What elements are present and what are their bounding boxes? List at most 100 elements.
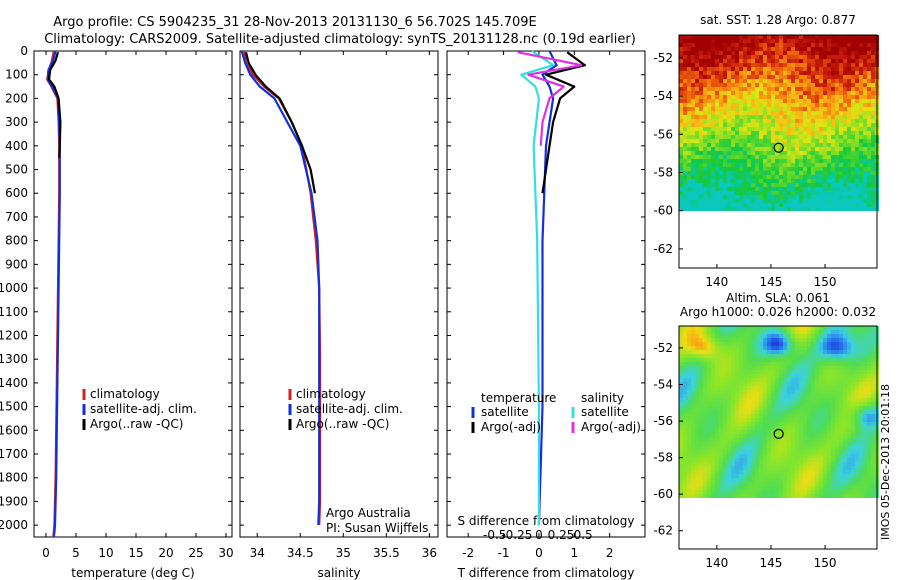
lat-tick-label: -54 bbox=[653, 89, 673, 103]
y-tick-label: 500 bbox=[5, 163, 28, 177]
y-tick-label: 1800 bbox=[0, 471, 28, 485]
legend-header: temperature bbox=[481, 391, 556, 405]
y-tick-label: 400 bbox=[5, 139, 28, 153]
y-tick-label: 1100 bbox=[0, 305, 28, 319]
lat-tick-label: -56 bbox=[653, 127, 673, 141]
x-tick-label: 2 bbox=[606, 546, 614, 560]
map-panel-2: -52 -54 -56 -58 -60 -62 140 145 150 Altim. SLA: 0… bbox=[653, 291, 879, 570]
y-tick-label: 1600 bbox=[0, 423, 28, 437]
x-axis-label: salinity bbox=[317, 566, 360, 580]
map-title: Altim. SLA: 0.061 bbox=[726, 291, 830, 305]
lon-tick-label: 145 bbox=[760, 556, 783, 570]
figure-title-line1: Argo profile: CS 5904235_31 28-Nov-2013 … bbox=[53, 15, 537, 30]
y-tick-label: 1200 bbox=[0, 328, 28, 342]
map-panel-1: -52 -54 -56 -58 -60 -62 140 145 150 sat. SST: 1.2… bbox=[653, 13, 879, 289]
x-tick-label: -2 bbox=[462, 546, 474, 560]
lon-tick-label: 140 bbox=[705, 275, 728, 289]
x-tick-label: 30 bbox=[218, 546, 233, 560]
x-tick-label: 36 bbox=[422, 546, 437, 560]
x-tick-label: 1 bbox=[570, 546, 578, 560]
lat-tick-label: -52 bbox=[653, 341, 673, 355]
lat-tick-label: -56 bbox=[653, 414, 673, 428]
legend-entry: satellite-adj. clim. bbox=[296, 402, 403, 416]
lat-tick-label: -54 bbox=[653, 377, 673, 391]
x-tick-label: 10 bbox=[98, 546, 113, 560]
legend-entry: satellite-adj. clim. bbox=[90, 402, 197, 416]
x-tick-label: 0 bbox=[42, 546, 50, 560]
lat-tick-label: -60 bbox=[653, 487, 673, 501]
lon-tick-label: 150 bbox=[814, 556, 837, 570]
series-line-3 bbox=[520, 50, 555, 526]
plot-frame bbox=[33, 50, 233, 538]
credit-annotation: PI: Susan Wijffels bbox=[326, 521, 428, 535]
plot-frame bbox=[446, 50, 646, 538]
legend-entry: Argo(..raw -QC) bbox=[90, 417, 183, 431]
y-tick-label: 1700 bbox=[0, 447, 28, 461]
x-tick-label: 5 bbox=[72, 546, 80, 560]
series-line-3 bbox=[244, 51, 316, 194]
salinity-diff-tick-label: -0.25 bbox=[501, 528, 532, 542]
credit-annotation: Argo Australia bbox=[326, 506, 411, 520]
y-tick-label: 800 bbox=[5, 234, 28, 248]
legend-entry: Argo(..raw -QC) bbox=[296, 417, 389, 431]
y-tick-label: 300 bbox=[5, 115, 28, 129]
lon-tick-label: 145 bbox=[760, 275, 783, 289]
lon-tick-label: 150 bbox=[814, 275, 837, 289]
figure-title-line2: Climatology: CARS2009. Satellite-adjuste… bbox=[44, 32, 636, 47]
lat-tick-label: -60 bbox=[653, 204, 673, 218]
legend-entry: climatology bbox=[90, 387, 160, 401]
series-line-4 bbox=[517, 51, 583, 146]
series-line-2 bbox=[46, 50, 61, 538]
legend-entry: Argo(-adj) bbox=[581, 420, 641, 434]
profile-panel-3: -2 -1 0 1 2 -0.5-0.25 0 0.25 0.5S difference fro… bbox=[446, 50, 646, 580]
map-frame bbox=[678, 325, 878, 550]
legend-entry: Argo(-adj) bbox=[481, 420, 541, 434]
y-tick-label: 0 bbox=[20, 44, 28, 58]
plot-frame bbox=[239, 50, 439, 538]
x-tick-label: 25 bbox=[188, 546, 203, 560]
legend-entry: climatology bbox=[296, 387, 366, 401]
x-axis-label: temperature (deg C) bbox=[71, 566, 194, 580]
sst-field bbox=[679, 35, 879, 211]
map-title: sat. SST: 1.28 Argo: 0.877 bbox=[700, 13, 856, 27]
x-tick-label: 34 bbox=[250, 546, 265, 560]
legend-entry: satellite bbox=[581, 405, 629, 419]
y-tick-label: 2000 bbox=[0, 518, 28, 532]
legend-header: salinity bbox=[581, 391, 624, 405]
x-axis-label: T difference from climatology bbox=[457, 566, 635, 580]
map-title: Argo h1000: 0.026 h2000: 0.032 bbox=[680, 305, 876, 319]
salinity-diff-tick-label: 0 bbox=[535, 528, 543, 542]
y-tick-label: 200 bbox=[5, 91, 28, 105]
salinity-diff-tick-label: 0.5 bbox=[574, 528, 593, 542]
y-tick-label: 1400 bbox=[0, 376, 28, 390]
lat-tick-label: -52 bbox=[653, 51, 673, 65]
y-tick-label: 1900 bbox=[0, 494, 28, 508]
series-line-1 bbox=[537, 50, 558, 526]
argo-position-marker bbox=[773, 142, 784, 153]
lon-tick-label: 140 bbox=[705, 556, 728, 570]
y-tick-label: 1300 bbox=[0, 352, 28, 366]
x-tick-label: 35.5 bbox=[373, 546, 400, 560]
salinity-diff-tick-label: 0.25 bbox=[548, 528, 575, 542]
lat-tick-label: -58 bbox=[653, 166, 673, 180]
argo-position-marker bbox=[773, 428, 784, 439]
profile-panels: 0100200300400500600700800900100011001200… bbox=[0, 44, 646, 580]
lat-tick-label: -62 bbox=[653, 242, 673, 256]
x-tick-label: 20 bbox=[158, 546, 173, 560]
profile-panel-1: 0100200300400500600700800900100011001200… bbox=[0, 44, 234, 580]
x-tick-label: 0 bbox=[535, 546, 543, 560]
legend-entry: satellite bbox=[481, 405, 529, 419]
y-tick-label: 700 bbox=[5, 210, 28, 224]
series-line-2 bbox=[541, 51, 587, 194]
sla-field bbox=[679, 326, 879, 498]
lat-tick-label: -58 bbox=[653, 451, 673, 465]
x-tick-label: 34.5 bbox=[287, 546, 314, 560]
x-tick-label: -1 bbox=[498, 546, 510, 560]
series-line-2 bbox=[240, 50, 321, 526]
y-tick-label: 100 bbox=[5, 68, 28, 82]
series-line-3 bbox=[47, 51, 62, 158]
lat-tick-label: -62 bbox=[653, 524, 673, 538]
y-tick-label: 600 bbox=[5, 186, 28, 200]
profile-panel-2: 34 34.5 35 35.5 36 salinity climatologysatelli… bbox=[239, 50, 439, 580]
